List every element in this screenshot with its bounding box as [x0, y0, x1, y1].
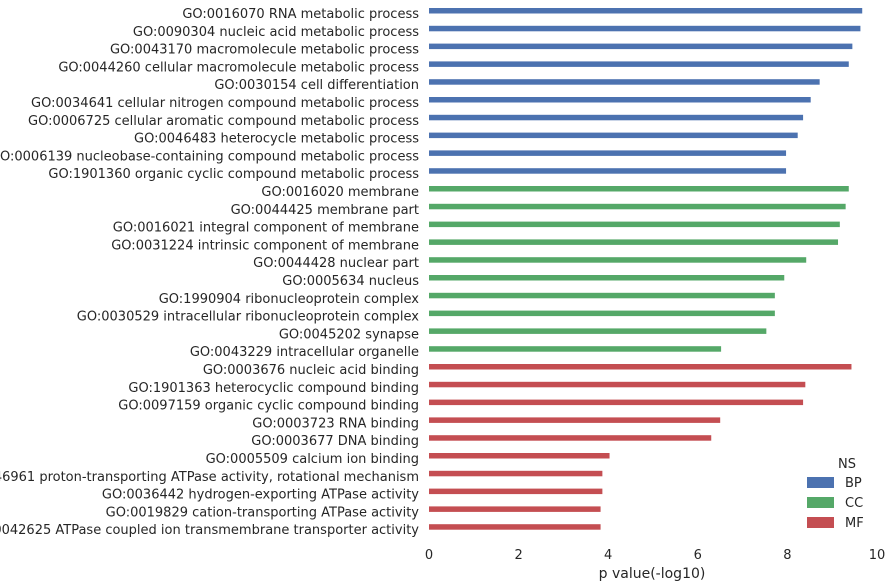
bar-mf — [429, 435, 712, 441]
category-label: GO:0046483 heterocycle metabolic process — [134, 132, 419, 147]
bar-cc — [429, 292, 775, 299]
category-labels: GO:0016070 RNA metabolic process GO:00903… — [0, 7, 419, 538]
bar-mf — [429, 524, 601, 530]
legend-swatch-bp — [807, 477, 834, 488]
category-label: GO:0016021 integral component of membran… — [113, 221, 419, 236]
bar-bp — [429, 132, 798, 139]
category-label: GO:0034641 cellular nitrogen compound me… — [31, 96, 419, 111]
category-label: GO:0006139 nucleobase-containing compoun… — [0, 149, 419, 164]
category-label: GO:0044428 nuclear part — [253, 256, 419, 271]
category-label: GO:1990904 ribonucleoprotein complex — [159, 292, 420, 307]
bar-cc — [429, 239, 839, 245]
bar-mf — [429, 381, 806, 388]
category-label: GO:0016070 RNA metabolic process — [182, 7, 419, 22]
bar-mf — [429, 399, 804, 406]
category-label: GO:0045202 synapse — [279, 327, 419, 342]
category-label: GO:0030529 intracellular ribonucleoprote… — [77, 310, 420, 325]
category-label: GO:0036442 hydrogen-exporting ATPase act… — [102, 488, 419, 503]
legend: NS BP CC MF — [807, 457, 864, 531]
bar-bp — [429, 43, 853, 50]
bar-mf — [429, 506, 601, 512]
bar-mf — [429, 488, 603, 495]
x-tick-label: 10 — [869, 548, 886, 563]
bar-cc — [429, 221, 840, 228]
bar-cc — [429, 328, 767, 334]
category-label: GO:1901360 organic cyclic compound metab… — [48, 167, 419, 182]
bar-cc — [429, 257, 807, 263]
category-label: GO:0030154 cell differentiation — [214, 78, 419, 93]
category-label: GO:0005509 calcium ion binding — [206, 452, 419, 467]
category-label: GO:0016020 membrane — [261, 185, 419, 200]
category-label: GO:0031224 intrinsic component of membra… — [111, 238, 419, 253]
category-label: GO:0044260 cellular macromolecule metabo… — [58, 60, 419, 75]
bar-bp — [429, 8, 863, 14]
x-tick-label: 2 — [514, 548, 522, 563]
category-label: GO:0090304 nucleic acid metabolic proces… — [133, 25, 419, 40]
category-label: GO:0043170 macromolecule metabolic proce… — [110, 43, 419, 58]
bar-mf — [429, 470, 603, 477]
category-label: GO:0044425 membrane part — [231, 203, 419, 218]
x-tick-label: 4 — [604, 548, 612, 563]
bar-mf — [429, 417, 721, 423]
category-label: GO:0043229 intracellular organelle — [190, 345, 419, 360]
legend-label-cc: CC — [845, 496, 863, 511]
bars — [429, 8, 863, 530]
bar-mf — [429, 453, 610, 459]
bar-bp — [429, 97, 811, 103]
category-label: GO:1901363 heterocyclic compound binding — [128, 381, 419, 396]
bar-bp — [429, 25, 861, 32]
legend-label-mf: MF — [845, 516, 864, 531]
category-label: GO:0046961 proton-transporting ATPase ac… — [0, 470, 419, 485]
legend-swatch-cc — [807, 497, 834, 508]
bar-bp — [429, 61, 849, 67]
x-tick-label: 0 — [425, 548, 433, 563]
bar-bp — [429, 79, 820, 85]
x-tick-label: 6 — [694, 548, 702, 563]
category-label: GO:0019829 cation-transporting ATPase ac… — [106, 505, 420, 520]
category-label: GO:0005634 nucleus — [282, 274, 419, 289]
legend-title: NS — [838, 457, 856, 472]
legend-label-bp: BP — [845, 476, 862, 491]
bar-bp — [429, 114, 804, 121]
bar-cc — [429, 310, 775, 317]
bar-bp — [429, 150, 787, 156]
category-label: GO:0003677 DNA binding — [251, 434, 419, 449]
category-label: GO:0006725 cellular aromatic compound me… — [28, 114, 419, 129]
x-tick-label: 8 — [783, 548, 791, 563]
bar-cc — [429, 275, 785, 281]
bar-cc — [429, 203, 846, 210]
bar-mf — [429, 364, 852, 370]
legend-swatch-mf — [807, 517, 834, 528]
category-label: GO:0042625 ATPase coupled ion transmembr… — [0, 523, 419, 538]
category-label: GO:0003676 nucleic acid binding — [203, 363, 419, 378]
bar-cc — [429, 186, 849, 192]
bar-cc — [429, 346, 722, 352]
x-axis-ticks: 0 2 4 6 8 10 — [425, 548, 885, 563]
category-label: GO:0097159 organic cyclic compound bindi… — [118, 399, 419, 414]
bar-bp — [429, 168, 787, 174]
category-label: GO:0003723 RNA binding — [252, 416, 419, 431]
x-axis-label: p value(-log10) — [599, 566, 706, 582]
